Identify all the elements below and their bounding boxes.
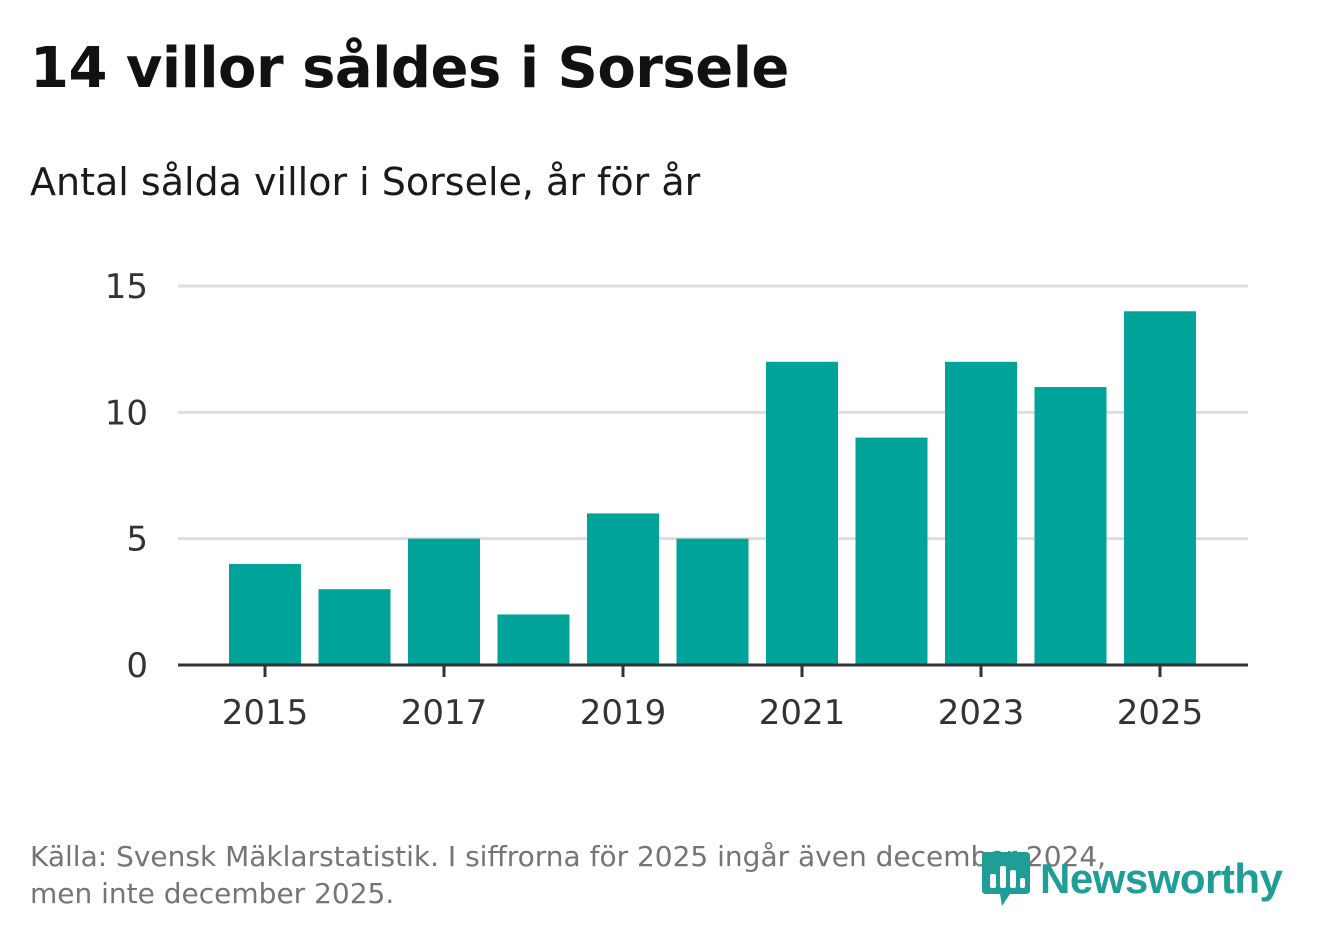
x-tick-label-2025: 2025 [1117, 693, 1204, 733]
y-tick-label-0: 0 [126, 646, 148, 686]
bar-chart-bubble-icon [982, 852, 1030, 906]
x-tick-label-2021: 2021 [759, 693, 846, 733]
bar-2020 [676, 538, 749, 665]
x-tick-label-2017: 2017 [401, 693, 488, 733]
newsworthy-logo: Newsworthy [980, 848, 1283, 910]
bar-2019 [587, 513, 659, 665]
source-footnote: Källa: Svensk Mäklarstatistik. I siffror… [30, 838, 1230, 912]
bar-2025 [1124, 311, 1196, 665]
bar-2022 [855, 437, 928, 665]
bar-chart: 0 5 10 15 2015 2017 2019 2021 2023 2025 [105, 267, 1248, 733]
footnote-line-1: Källa: Svensk Mäklarstatistik. I siffror… [30, 840, 1107, 873]
y-tick-label-5: 5 [126, 520, 148, 560]
logo-text: Newsworthy [1040, 855, 1283, 902]
y-tick-label-10: 10 [105, 393, 148, 433]
x-tick-label-2015: 2015 [222, 693, 309, 733]
footnote-line-2: men inte december 2025. [30, 877, 395, 910]
y-tick-label-15: 15 [105, 267, 148, 307]
bar-2016 [318, 589, 391, 665]
chart-title: 14 villor såldes i Sorsele [30, 36, 789, 101]
bar-2021 [766, 361, 838, 665]
bar-2015 [229, 563, 301, 665]
bar-2024 [1034, 387, 1107, 665]
bar-2023 [945, 361, 1017, 665]
chart-subtitle: Antal sålda villor i Sorsele, år för år [30, 160, 701, 204]
bar-2017 [408, 538, 480, 665]
x-tick-label-2019: 2019 [580, 693, 667, 733]
bar-2018 [497, 614, 570, 665]
x-tick-label-2023: 2023 [938, 693, 1025, 733]
